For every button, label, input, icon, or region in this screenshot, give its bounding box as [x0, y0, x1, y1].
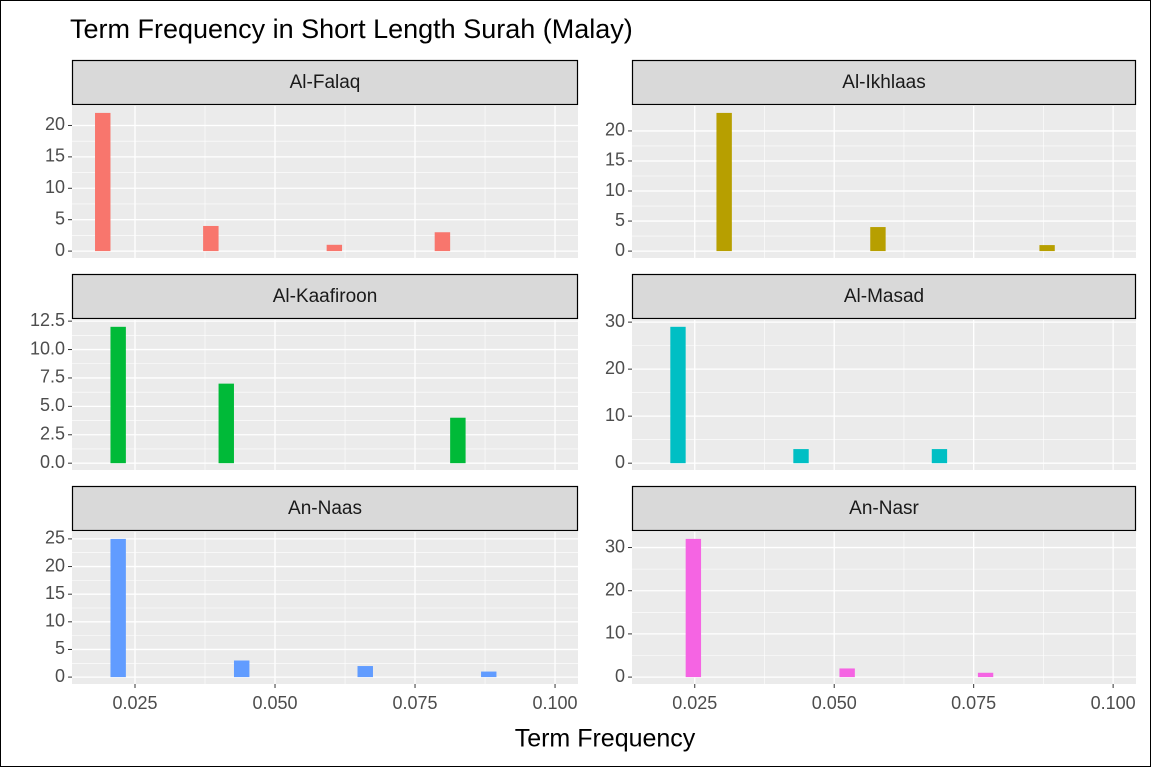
panel-background — [72, 320, 578, 470]
bar — [357, 666, 373, 678]
bar — [977, 672, 994, 678]
y-tick-label: 10.0 — [30, 338, 65, 358]
bar — [870, 227, 886, 252]
bar — [326, 244, 343, 252]
y-tick-label: 10 — [605, 405, 625, 425]
bar — [203, 225, 219, 252]
y-tick-label: 10 — [605, 180, 625, 200]
x-tick-label: 0.025 — [112, 693, 157, 713]
bar — [95, 112, 111, 252]
bar — [481, 671, 497, 678]
y-tick-label: 15 — [45, 146, 65, 166]
y-tick-label: 0 — [615, 240, 625, 260]
y-tick-label: 10 — [45, 177, 65, 197]
facet-title: Al-Masad — [844, 286, 924, 307]
bar — [670, 326, 686, 464]
x-axis-label: Term Frequency — [515, 725, 696, 753]
y-tick-label: 5 — [55, 208, 65, 228]
facet-title: An-Naas — [288, 498, 362, 519]
y-tick-label: 15 — [605, 150, 625, 170]
y-tick-label: 0.0 — [40, 452, 65, 472]
x-tick-label: 0.100 — [533, 693, 578, 713]
y-tick-label: 0 — [55, 666, 65, 686]
y-tick-label: 25 — [45, 528, 65, 548]
bar — [839, 668, 855, 678]
y-tick-label: 2.5 — [40, 424, 65, 444]
strip — [71, 273, 579, 320]
y-tick-label: 15 — [45, 583, 65, 603]
strip — [71, 59, 579, 106]
y-tick-label: 10 — [45, 611, 65, 631]
facet-title: An-Nasr — [849, 498, 919, 519]
y-tick-label: 5.0 — [40, 395, 65, 415]
bar — [434, 232, 451, 252]
y-tick-label: 0 — [615, 452, 625, 472]
bar — [716, 112, 732, 252]
y-tick-label: 30 — [605, 536, 625, 556]
bar — [685, 538, 702, 678]
x-tick-label: 0.050 — [252, 693, 297, 713]
x-tick-label: 0.025 — [672, 693, 717, 713]
y-tick-label: 10 — [605, 623, 625, 643]
chart-title: Term Frequency in Short Length Surah (Ma… — [70, 14, 633, 44]
y-tick-label: 20 — [45, 114, 65, 134]
bar — [1039, 245, 1055, 252]
strip — [631, 59, 1137, 106]
facet-title: Al-Kaafiroon — [273, 286, 378, 307]
x-tick-label: 0.100 — [1091, 693, 1136, 713]
y-tick-label: 0 — [55, 240, 65, 260]
panel-background — [72, 106, 578, 258]
y-tick-label: 20 — [605, 120, 625, 140]
bar — [233, 660, 250, 678]
strip — [631, 273, 1137, 320]
strip — [631, 485, 1137, 532]
panel-background — [632, 320, 1136, 470]
y-tick-label: 20 — [605, 358, 625, 378]
strip — [71, 485, 579, 532]
bar — [793, 449, 809, 464]
y-tick-label: 12.5 — [30, 310, 65, 330]
bar — [110, 538, 126, 678]
bar — [110, 326, 126, 464]
facet-title: Al-Ikhlaas — [842, 72, 925, 93]
bar — [218, 383, 234, 464]
y-tick-label: 0 — [615, 666, 625, 686]
y-tick-label: 5 — [55, 638, 65, 658]
bar — [450, 417, 466, 464]
facet-title: Al-Falaq — [290, 72, 361, 93]
y-tick-label: 5 — [615, 210, 625, 230]
y-tick-label: 20 — [45, 555, 65, 575]
y-tick-label: 30 — [605, 311, 625, 331]
x-tick-label: 0.075 — [393, 693, 438, 713]
bar — [931, 449, 948, 464]
y-tick-label: 20 — [605, 579, 625, 599]
x-tick-label: 0.075 — [951, 693, 996, 713]
x-tick-label: 0.050 — [812, 693, 857, 713]
y-tick-label: 7.5 — [40, 367, 65, 387]
panel-background — [632, 532, 1136, 684]
